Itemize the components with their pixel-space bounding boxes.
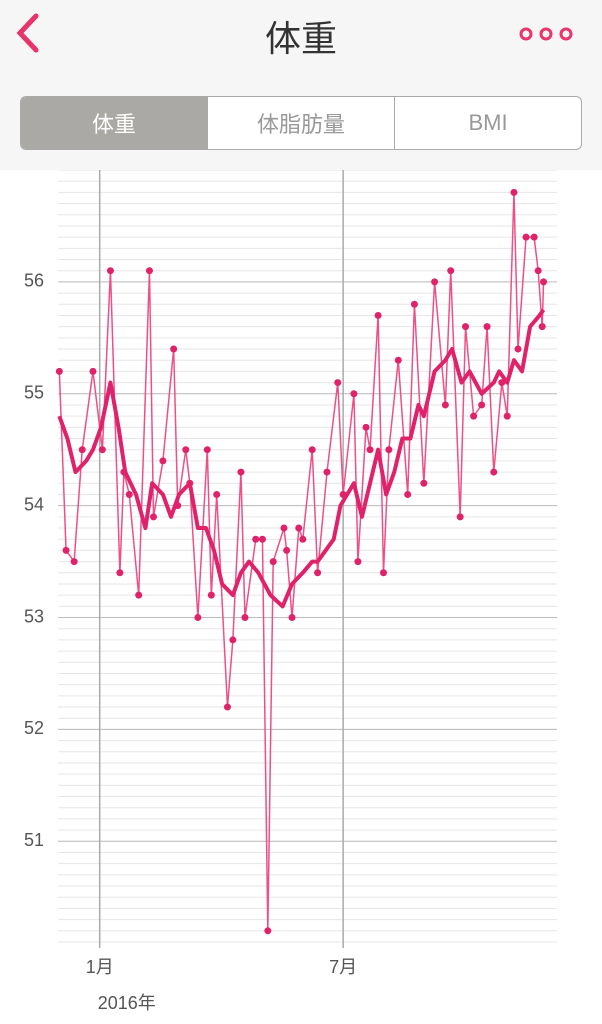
data-point (170, 345, 178, 353)
back-button[interactable] (16, 13, 39, 53)
data-point (299, 535, 307, 543)
data-point (394, 356, 402, 364)
data-point (385, 446, 393, 454)
data-point (462, 323, 470, 331)
data-point (514, 345, 522, 353)
data-point (258, 535, 266, 543)
chart: 51 52 53 54 55 56 1月 7月 2016年 (24, 170, 557, 1013)
data-point (334, 379, 342, 387)
data-point (283, 546, 291, 554)
data-point (269, 558, 277, 566)
data-point (366, 446, 374, 454)
data-point (89, 367, 97, 375)
tab-bar: 体重 体脂肪量 BMI (20, 96, 582, 150)
data-point (241, 614, 249, 622)
x-tick-label: 1月 (86, 957, 114, 977)
data-point (314, 569, 322, 577)
data-point (223, 703, 231, 711)
data-point (116, 569, 124, 577)
x-tick-label: 7月 (329, 957, 357, 977)
data-point (264, 927, 272, 935)
data-point (522, 233, 530, 241)
data-point (280, 524, 288, 532)
data-point (203, 446, 211, 454)
x-sublabel: 2016年 (98, 993, 156, 1013)
tab[interactable]: BMI (394, 97, 581, 149)
y-tick-label: 54 (24, 494, 44, 514)
data-point (145, 267, 153, 275)
data-point (441, 401, 449, 409)
data-point (534, 267, 542, 275)
data-point (404, 490, 412, 498)
data-point (530, 233, 538, 241)
data-point (149, 513, 157, 521)
data-point (70, 558, 78, 566)
data-point (213, 490, 221, 498)
tab[interactable]: 体重 (21, 97, 207, 149)
data-point (354, 558, 362, 566)
data-point (362, 423, 370, 431)
data-point (447, 267, 455, 275)
data-point (62, 546, 70, 554)
data-point (538, 323, 546, 331)
data-point (490, 468, 498, 476)
y-tick-label: 53 (24, 606, 44, 626)
data-point (98, 446, 106, 454)
data-point (229, 636, 237, 644)
data-point (374, 311, 382, 319)
data-line (57, 308, 546, 609)
data-point (350, 390, 358, 398)
data-point (478, 401, 486, 409)
header-icons (16, 13, 573, 53)
data-point (540, 278, 548, 286)
y-tick-label: 56 (24, 271, 44, 291)
data-point (510, 188, 518, 196)
data-point (431, 278, 439, 286)
y-tick-label: 51 (24, 830, 44, 850)
data-point (106, 267, 114, 275)
data-point (125, 490, 133, 498)
data-point (456, 513, 464, 521)
title: 体重 (264, 18, 337, 59)
data-point (288, 614, 296, 622)
data-point (483, 323, 491, 331)
data-point (308, 446, 316, 454)
more-button[interactable] (519, 27, 573, 41)
data-point (379, 569, 387, 577)
header: 体重 体重 体脂肪量 BMI (0, 0, 602, 170)
data-point (470, 412, 478, 420)
data-point (252, 535, 260, 543)
data-point (55, 367, 63, 375)
data-point (194, 614, 202, 622)
data-point (207, 591, 215, 599)
tab[interactable]: 体脂肪量 (207, 97, 394, 149)
data-point (135, 591, 143, 599)
y-tick-label: 52 (24, 718, 44, 738)
y-tick-label: 55 (24, 383, 44, 403)
data-point (182, 446, 190, 454)
data-point (420, 479, 428, 487)
data-point (410, 300, 418, 308)
data-point (237, 468, 245, 476)
data-point (295, 524, 303, 532)
data-point (159, 457, 167, 465)
data-point (323, 468, 331, 476)
data-point (78, 446, 86, 454)
data-point (503, 412, 511, 420)
